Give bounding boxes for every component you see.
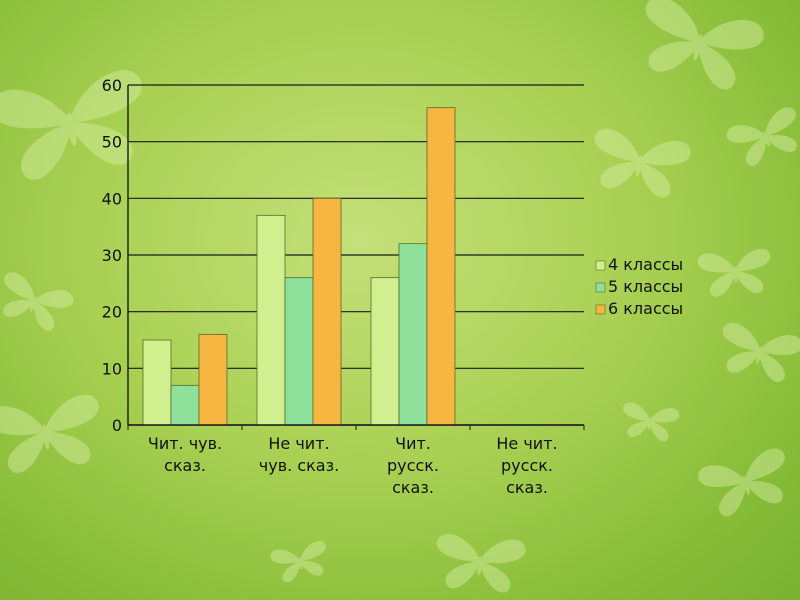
y-tick-label: 60 [102,76,122,95]
legend-swatch [595,260,606,271]
gridlines [128,84,584,426]
y-tick-label: 50 [102,133,122,152]
y-tick-label: 30 [102,246,122,265]
x-category-label: Не чит. [496,434,557,453]
x-category-label: сказ. [164,456,206,475]
bar-series-2-cat-3 [398,243,428,426]
bars [142,107,456,426]
bar-series-1-cat-1 [142,339,172,426]
bar-series-2-cat-1 [170,384,200,426]
y-axis: 0 10 20 30 40 50 60 [102,76,129,435]
y-tick-label: 20 [102,303,122,322]
x-category-label: сказ. [506,478,548,497]
x-category-label: чув. сказ. [259,456,339,475]
x-category-label: Чит. [395,434,431,453]
y-tick-label: 10 [102,359,122,378]
y-tick-label: 0 [112,416,122,435]
bar-series-1-cat-3 [370,277,400,426]
legend-swatch [595,304,606,315]
x-axis: Чит. чув. сказ. Не чит. чув. сказ. Чит. русск… [127,424,585,497]
legend-entry-label: 5 классы [608,277,683,296]
legend-entry-label: 6 классы [608,299,683,318]
x-category-label: Чит. чув. [148,434,222,453]
bar-series-2-cat-2 [284,277,314,426]
bar-series-1-cat-2 [256,214,286,426]
x-category-label: сказ. [392,478,434,497]
bar-series-3-cat-3 [426,107,456,426]
legend-swatch [595,282,606,293]
bar-series-3-cat-2 [312,197,342,426]
bar-series-3-cat-1 [198,333,228,426]
legend: 4 классы 5 классы 6 классы [595,255,683,318]
x-category-label: Не чит. [268,434,329,453]
x-category-label: русск. [387,456,439,475]
x-category-label: русск. [501,456,553,475]
y-tick-label: 40 [102,189,122,208]
legend-entry-label: 4 классы [608,255,683,274]
